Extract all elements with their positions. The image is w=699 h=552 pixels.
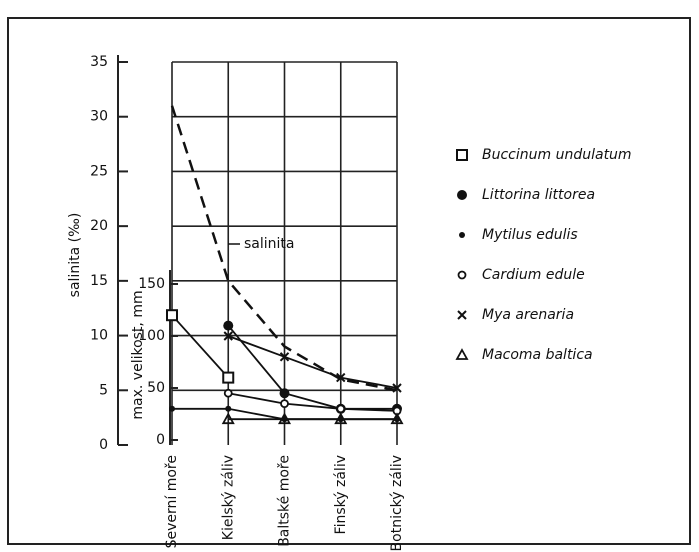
y-tick-label: 30	[90, 109, 108, 125]
legend-label: Mytilus edulis	[482, 227, 578, 243]
marker	[280, 399, 289, 409]
series-line	[227, 335, 398, 389]
y-tick-label: 35	[90, 54, 108, 70]
marker	[223, 331, 233, 341]
marker	[336, 404, 346, 414]
marker	[277, 412, 292, 425]
y2-axis-label: max. velikost, mm	[130, 290, 146, 419]
series-line	[228, 392, 398, 412]
marker	[392, 383, 402, 393]
marker	[455, 348, 469, 360]
annotation: salinita	[244, 236, 294, 252]
marker	[457, 270, 467, 280]
y2-tick-label: 150	[138, 276, 165, 292]
series-line	[170, 105, 398, 392]
marker	[221, 412, 235, 425]
legend-label: Mya arenaria	[482, 307, 574, 323]
y2-tick-label: 100	[138, 328, 165, 344]
legend-label: Littorina littorea	[482, 187, 595, 203]
marker	[166, 309, 178, 322]
y-tick-label: 20	[90, 218, 108, 234]
x-tick-label: Severní moře	[164, 455, 180, 548]
y-tick-label: 25	[90, 163, 108, 179]
marker	[459, 232, 465, 238]
y-tick-label: 10	[90, 328, 108, 344]
y2-tick-label: 50	[147, 380, 165, 396]
marker	[225, 405, 232, 412]
y-tick-label: 5	[99, 382, 108, 398]
marker	[223, 320, 234, 331]
legend-label: Buccinum undulatum	[482, 147, 632, 163]
marker	[390, 412, 404, 425]
x-tick-label: Finský záliv	[333, 455, 349, 534]
legend-label: Macoma baltica	[482, 347, 593, 363]
marker	[336, 372, 346, 383]
marker	[279, 388, 290, 399]
marker	[456, 149, 468, 161]
marker	[169, 405, 175, 412]
y-axis-label: salinita (‰)	[67, 213, 83, 298]
x-tick-label: Kielský záliv	[220, 455, 236, 540]
y-tick-label: 0	[99, 437, 108, 453]
y-tick-label: 15	[90, 273, 108, 289]
marker	[279, 352, 290, 362]
marker	[334, 412, 348, 425]
series-line	[227, 325, 397, 410]
marker	[222, 371, 235, 384]
series-line	[171, 314, 229, 379]
marker	[457, 190, 467, 200]
x-tick-label: Baltské moře	[277, 455, 293, 547]
legend-label: Cardium edule	[482, 267, 585, 283]
x-tick-label: Botnický záliv	[389, 455, 405, 551]
marker	[223, 388, 233, 398]
marker	[457, 310, 467, 320]
y2-tick-label: 0	[156, 432, 165, 448]
